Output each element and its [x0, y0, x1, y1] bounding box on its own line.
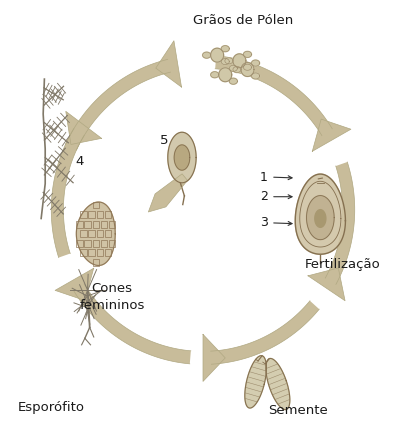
Polygon shape [311, 119, 350, 151]
Polygon shape [229, 65, 237, 71]
Polygon shape [243, 64, 251, 70]
Polygon shape [251, 60, 259, 66]
Polygon shape [221, 59, 229, 65]
Polygon shape [229, 78, 237, 84]
Polygon shape [218, 68, 231, 82]
Polygon shape [224, 58, 232, 64]
Polygon shape [210, 72, 218, 78]
Text: 2: 2 [259, 190, 267, 203]
Polygon shape [174, 145, 189, 170]
Polygon shape [51, 130, 83, 257]
Polygon shape [76, 202, 115, 265]
Polygon shape [325, 162, 354, 283]
Polygon shape [251, 73, 259, 79]
Text: 4: 4 [75, 156, 83, 168]
Polygon shape [243, 51, 251, 57]
Polygon shape [202, 52, 210, 58]
Polygon shape [75, 285, 190, 364]
Polygon shape [66, 111, 101, 145]
Text: Fertilização: Fertilização [304, 258, 379, 271]
Polygon shape [148, 174, 187, 212]
Polygon shape [306, 196, 333, 239]
Text: Semente: Semente [268, 404, 327, 416]
Polygon shape [241, 62, 254, 76]
Polygon shape [215, 56, 330, 134]
Polygon shape [202, 334, 225, 382]
Polygon shape [167, 132, 196, 183]
Text: femininos: femininos [79, 299, 144, 312]
Polygon shape [212, 301, 318, 364]
Text: Grãos de Pólen: Grãos de Pólen [193, 14, 293, 27]
Polygon shape [221, 45, 229, 52]
Polygon shape [232, 66, 241, 73]
Polygon shape [307, 268, 344, 301]
Text: Esporófito: Esporófito [18, 402, 85, 414]
Polygon shape [65, 60, 168, 150]
Polygon shape [265, 358, 289, 409]
Text: 3: 3 [259, 216, 267, 229]
Polygon shape [244, 356, 266, 408]
Polygon shape [156, 41, 181, 87]
Text: 5: 5 [160, 134, 168, 146]
Polygon shape [232, 54, 245, 68]
Polygon shape [314, 210, 325, 227]
Polygon shape [294, 174, 345, 254]
Text: 1: 1 [259, 170, 267, 184]
Polygon shape [210, 48, 223, 62]
Text: Cones: Cones [91, 282, 132, 295]
Polygon shape [55, 268, 94, 301]
